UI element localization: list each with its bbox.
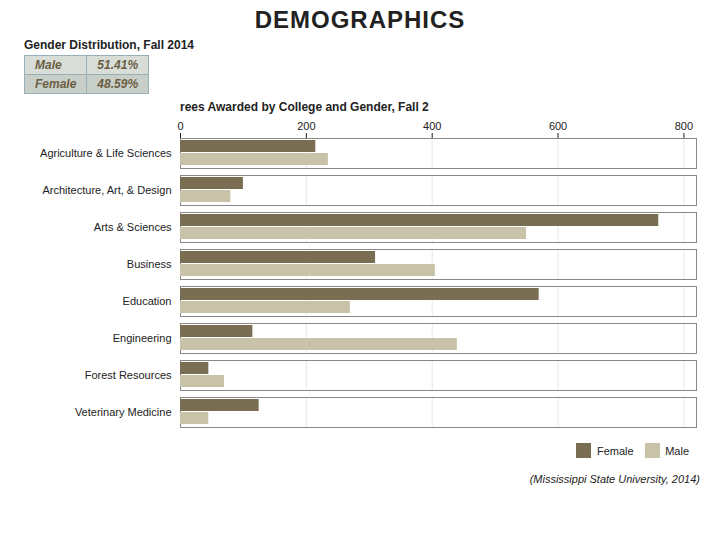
html-text:(Mississippi State University,: (Mississippi State University, 2014) — [529, 472, 700, 485]
svg-text:200: 200 — [297, 120, 315, 132]
html-text:Male: Male — [665, 444, 689, 457]
svg-text:Arts & Sciences: Arts & Sciences — [94, 221, 172, 233]
svg-text:800: 800 — [675, 120, 693, 132]
svg-text:Business: Business — [127, 258, 172, 270]
html-text:Female: Female — [35, 77, 77, 91]
svg-text:Agriculture & Life Sciences: Agriculture & Life Sciences — [40, 147, 172, 159]
html-text:Female: Female — [597, 444, 634, 457]
svg-text:Forest Resources: Forest Resources — [85, 369, 172, 381]
svg-text:Architecture, Art, & Design: Architecture, Art, & Design — [43, 184, 172, 196]
html-text:rees Awarded by College and Ge: rees Awarded by College and Gender, Fall… — [180, 100, 429, 114]
html-text:48.59%: 48.59% — [97, 77, 139, 91]
svg-text:Engineering: Engineering — [113, 332, 172, 344]
svg-text:Veterinary Medicine: Veterinary Medicine — [75, 406, 172, 418]
svg-text:Education: Education — [123, 295, 172, 307]
svg-text:400: 400 — [423, 120, 441, 132]
html-text:DEMOGRAPHICS: DEMOGRAPHICS — [254, 6, 466, 33]
html-text:51.41%: 51.41% — [97, 58, 139, 72]
svg-text:600: 600 — [549, 120, 567, 132]
html-text:Male: Male — [35, 58, 62, 72]
svg-text:0: 0 — [177, 120, 183, 132]
html-text:Gender Distribution, Fall 2014: Gender Distribution, Fall 2014 — [24, 38, 194, 52]
